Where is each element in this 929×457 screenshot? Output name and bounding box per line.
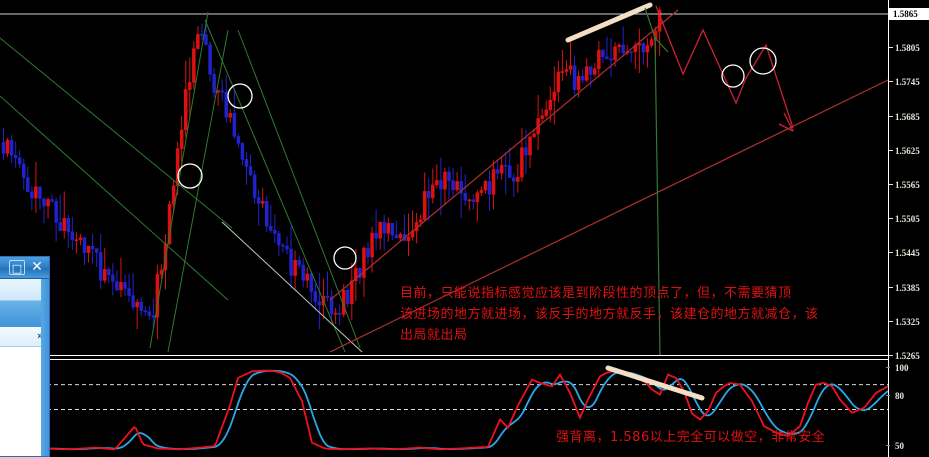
oscillator-tick-label: 50 — [886, 440, 929, 452]
oscillator-annotation: 强背离，1.586以上完全可以做空，非常安全 — [556, 430, 826, 445]
background-window-body: 仓 — [0, 347, 49, 456]
price-tick-label: 1.5325 — [889, 316, 929, 328]
price-tick-label: 1.5745 — [889, 76, 929, 88]
signal-marker — [227, 83, 253, 109]
price-chart-canvas — [0, 2, 889, 357]
oscillator-tick-label: 80 — [886, 390, 929, 402]
price-tick-label: 1.5445 — [889, 247, 929, 259]
price-tick-label: 1.5265 — [889, 350, 929, 362]
signal-marker — [721, 64, 745, 88]
background-window[interactable]: □ ✕ » 仓 — [0, 256, 50, 457]
candlestick-series — [1, 6, 662, 340]
background-window-subbar — [0, 279, 49, 301]
signal-markers — [177, 47, 777, 270]
price-scale[interactable]: 1.5865 1.5805 1.5745 1.5685 1.5625 1.5565 1.55… — [886, 0, 929, 457]
oscillator-tick-label: 100 — [886, 362, 929, 374]
background-window-titlebar[interactable]: □ ✕ — [0, 257, 49, 279]
signal-marker — [749, 47, 777, 75]
forecast-path — [655, 5, 794, 132]
background-window-toolbar[interactable]: » — [0, 327, 49, 347]
price-tick-label: 1.5565 — [889, 179, 929, 191]
rising-channel — [329, 9, 889, 353]
price-tick-label: 1.5805 — [889, 42, 929, 54]
current-price-label: 1.5865 — [889, 8, 929, 20]
guide-line — [221, 221, 363, 353]
oscillator-pane[interactable] — [39, 360, 889, 457]
price-tick-label: 1.5385 — [889, 282, 929, 294]
maximize-icon[interactable]: □ — [9, 260, 25, 275]
signal-marker — [177, 163, 203, 189]
price-chart-pane[interactable] — [0, 0, 889, 357]
price-tick-label: 1.5625 — [889, 145, 929, 157]
background-window-band — [0, 301, 49, 327]
green-projection — [644, 7, 669, 357]
close-icon[interactable]: ✕ — [31, 259, 43, 275]
oscillator-divergence-line — [605, 365, 705, 401]
signal-marker — [333, 246, 357, 270]
background-window-right-edge — [41, 279, 49, 456]
main-chart-annotation: 目前，只能说指标感觉应该是到阶段性的顶点了，但，不需要猜顶 该进场的地方就进场，… — [400, 286, 819, 343]
oscillator-canvas — [39, 365, 889, 451]
oscillator-k-line — [39, 369, 889, 451]
price-tick-label: 1.5505 — [889, 213, 929, 225]
overflow-chevron-icon[interactable]: » — [37, 329, 44, 342]
price-divergence-line — [565, 2, 653, 43]
price-tick-label: 1.5685 — [889, 111, 929, 123]
